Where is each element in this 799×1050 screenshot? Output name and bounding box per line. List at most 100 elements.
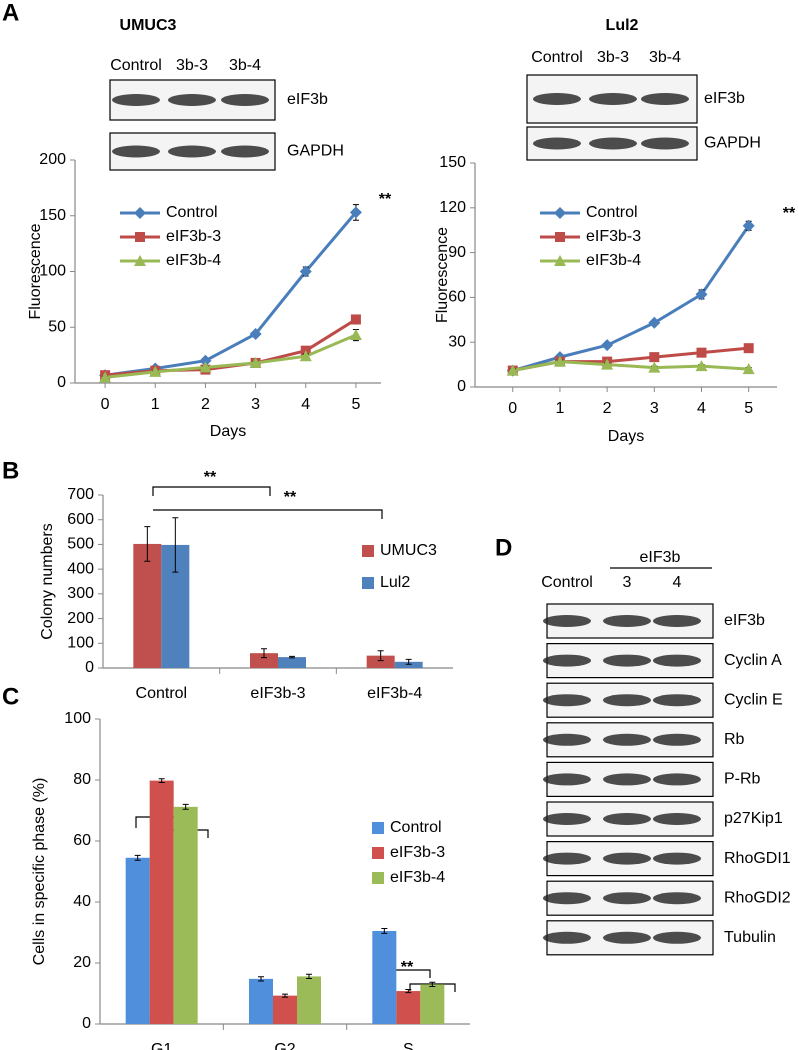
annotation: ** bbox=[379, 191, 392, 208]
panel-label: D bbox=[495, 534, 512, 561]
marker bbox=[134, 207, 146, 219]
legend-label: eIF3b-3 bbox=[166, 228, 221, 245]
error-bar bbox=[405, 989, 412, 994]
blot-band bbox=[543, 813, 591, 825]
blot-band bbox=[653, 694, 701, 707]
bar bbox=[396, 991, 421, 1024]
error-bar bbox=[182, 803, 189, 810]
marker bbox=[742, 363, 755, 375]
marker bbox=[553, 355, 566, 367]
marker bbox=[134, 255, 146, 266]
line bbox=[512, 224, 750, 373]
marker bbox=[601, 358, 614, 370]
lane-label: 3b-4 bbox=[649, 49, 681, 66]
blot-band bbox=[603, 654, 651, 667]
lane-label: Control bbox=[531, 49, 583, 66]
blot-band bbox=[543, 733, 591, 746]
marker bbox=[554, 255, 566, 266]
error-bar bbox=[289, 655, 295, 659]
error-bar bbox=[282, 993, 288, 998]
blot-band bbox=[168, 145, 216, 158]
error-bar bbox=[429, 981, 436, 987]
x-tick-label: 1 bbox=[555, 400, 564, 417]
band-label: p27Kip1 bbox=[724, 810, 783, 827]
band-label: RhoGDI2 bbox=[724, 889, 791, 906]
x-tick-label: eIF3b-3 bbox=[250, 685, 305, 702]
marker bbox=[506, 364, 519, 376]
y-tick-label: 0 bbox=[85, 659, 94, 676]
bar bbox=[420, 984, 445, 1024]
bracket bbox=[153, 509, 383, 519]
legend-swatch bbox=[362, 577, 374, 589]
y-tick-label: 100 bbox=[64, 710, 91, 727]
bar bbox=[250, 653, 278, 668]
legend-label: Lul2 bbox=[380, 574, 410, 591]
legend-label: eIF3b-4 bbox=[166, 252, 221, 269]
blot-title: UMUC3 bbox=[120, 17, 177, 34]
x-tick-label: 0 bbox=[101, 396, 110, 413]
blot-band bbox=[603, 852, 651, 865]
lane-label: Control bbox=[110, 57, 162, 74]
marker bbox=[299, 265, 312, 278]
blot-band bbox=[168, 94, 216, 106]
x-tick-label: Control bbox=[136, 685, 188, 702]
error-bar bbox=[261, 648, 267, 659]
lane-label: 3 bbox=[623, 574, 632, 591]
blot-title: Lul2 bbox=[606, 17, 639, 34]
band-label: RhoGDI1 bbox=[724, 850, 791, 867]
annotation: ** bbox=[284, 489, 297, 506]
y-tick-label: 0 bbox=[457, 378, 466, 395]
blot-band bbox=[653, 892, 701, 905]
band-label: Cyclin A bbox=[724, 652, 782, 669]
y-tick-label: 90 bbox=[448, 244, 466, 261]
bar bbox=[249, 978, 273, 1024]
line bbox=[104, 333, 357, 379]
blot-band bbox=[653, 733, 701, 746]
marker bbox=[349, 206, 362, 219]
blot-band bbox=[589, 93, 637, 105]
error-bar bbox=[134, 854, 141, 861]
blot-band bbox=[641, 137, 689, 150]
x-tick-label: eIF3b-4 bbox=[367, 685, 422, 702]
lane-label: 3b-4 bbox=[229, 57, 261, 74]
y-tick-label: 400 bbox=[67, 560, 94, 577]
error-bar bbox=[172, 517, 179, 573]
blot-band bbox=[653, 852, 701, 865]
marker bbox=[696, 347, 707, 358]
band-label: GAPDH bbox=[287, 143, 344, 160]
band-label: GAPDH bbox=[704, 135, 761, 152]
marker bbox=[555, 232, 565, 242]
x-tick-label: 5 bbox=[351, 396, 360, 413]
marker bbox=[350, 314, 361, 325]
marker bbox=[601, 339, 614, 352]
x-tick-label: 3 bbox=[650, 400, 659, 417]
marker bbox=[99, 371, 112, 383]
marker bbox=[199, 361, 212, 373]
y-tick-label: 100 bbox=[67, 635, 94, 652]
marker bbox=[695, 288, 708, 301]
x-tick-label: 4 bbox=[301, 396, 310, 413]
legend-swatch bbox=[372, 822, 384, 834]
y-axis-label: Colony numbers bbox=[39, 523, 56, 640]
y-tick-label: 50 bbox=[48, 318, 66, 335]
y-tick-label: 300 bbox=[67, 585, 94, 602]
bar bbox=[125, 857, 150, 1024]
y-tick-label: 500 bbox=[67, 536, 94, 553]
blot-band bbox=[221, 145, 269, 158]
x-tick-label: 5 bbox=[744, 400, 753, 417]
panel-label: C bbox=[2, 683, 19, 710]
x-tick-label: S bbox=[403, 1041, 414, 1050]
y-tick-label: 200 bbox=[39, 151, 66, 168]
blot-band bbox=[641, 93, 689, 105]
blot-band bbox=[589, 137, 637, 150]
x-tick-label: 1 bbox=[151, 396, 160, 413]
band-label: P-Rb bbox=[724, 771, 761, 788]
y-tick-label: 0 bbox=[82, 1015, 91, 1032]
blot-band bbox=[543, 615, 591, 627]
blot-band bbox=[543, 654, 591, 667]
marker bbox=[249, 356, 262, 368]
x-tick-label: G2 bbox=[274, 1041, 295, 1050]
blot-band bbox=[653, 615, 701, 627]
marker bbox=[695, 360, 708, 372]
y-tick-label: 20 bbox=[73, 954, 91, 971]
